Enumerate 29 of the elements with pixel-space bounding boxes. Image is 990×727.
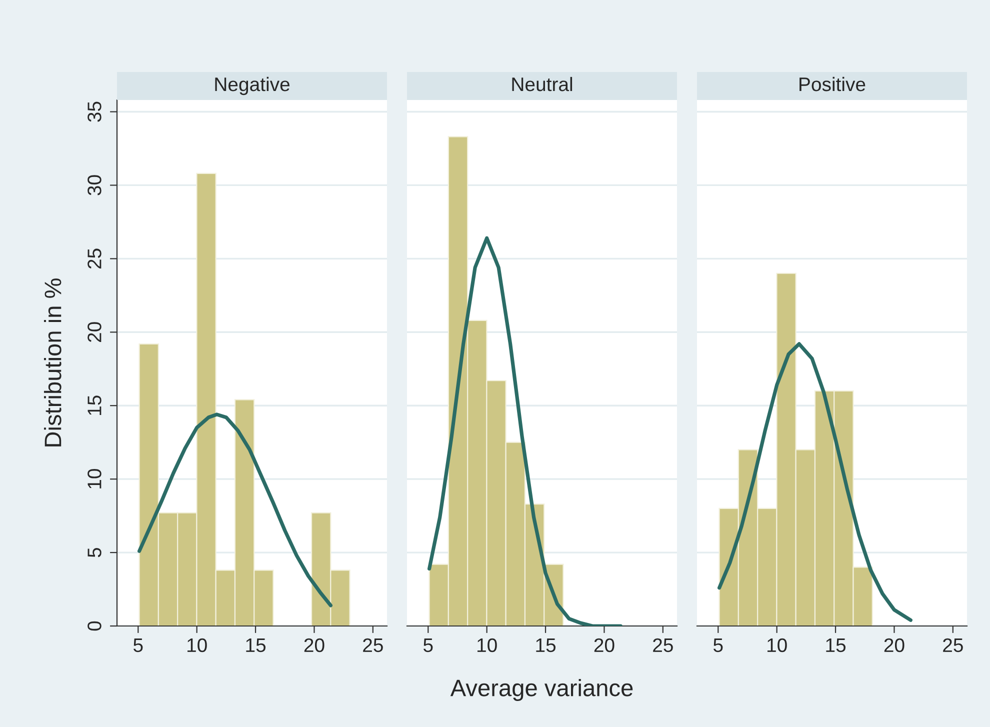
- chart-title: Neutral: [512, 76, 572, 92]
- line-series: [138, 412, 332, 608]
- x-tick-label: 25: [653, 638, 673, 652]
- y-tick-label: 0: [88, 621, 102, 631]
- x-tick-label: 25: [363, 638, 383, 652]
- x-tick-label: 10: [477, 638, 497, 652]
- y-tick-label: 5: [88, 548, 102, 558]
- x-tick-label: 20: [884, 638, 904, 652]
- x-tick-label: 25: [943, 638, 963, 652]
- x-tick-label: 5: [714, 638, 723, 652]
- y-tick-label: 30: [88, 175, 102, 196]
- x-tick-label: 5: [134, 638, 143, 652]
- chart-title: Negative: [215, 76, 290, 96]
- y-tick-label: 15: [88, 396, 102, 415]
- y-tick-label: 20: [88, 322, 102, 342]
- x-tick-label: 10: [767, 638, 787, 652]
- x-tick-label: 15: [826, 638, 846, 652]
- y-tick-label: 25: [88, 248, 102, 269]
- x-tick-label: 10: [187, 638, 207, 652]
- chart-title: Positive: [800, 76, 866, 92]
- x-tick-label: 20: [594, 638, 614, 652]
- x-axis-title: Average variance: [450, 678, 633, 702]
- x-tick-label: 5: [424, 638, 433, 652]
- x-tick-label: 20: [304, 638, 324, 652]
- x-tick-label: 15: [536, 638, 556, 652]
- y-axis-title: Distribution in %: [44, 278, 62, 446]
- y-tick-label: 35: [88, 102, 102, 122]
- y-tick-label: 10: [88, 469, 102, 488]
- x-tick-label: 15: [246, 638, 266, 652]
